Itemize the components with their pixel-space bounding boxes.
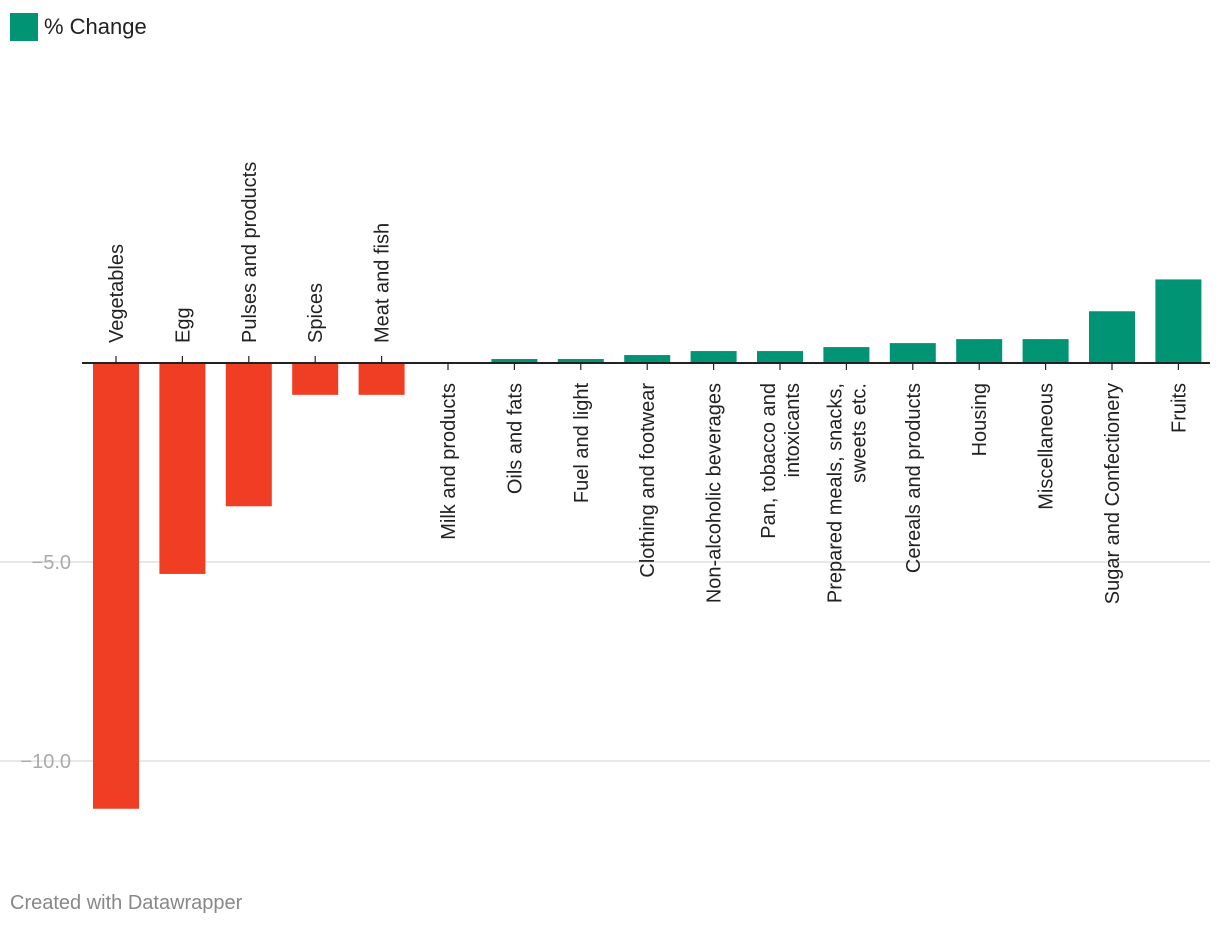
bar: [1089, 311, 1135, 363]
category-label: Fruits: [1168, 383, 1190, 433]
bar: [956, 339, 1003, 363]
category-label: Pan, tobacco and intoxicants: [758, 383, 804, 539]
category-label: Pulses and products: [239, 162, 261, 343]
category-label-line: Meat and fish: [372, 223, 394, 343]
category-label-line: Pulses and products: [239, 162, 261, 343]
bar: [889, 343, 936, 363]
bars: [93, 279, 1202, 809]
category-label-line: Milk and products: [438, 383, 460, 540]
category-label-line: Clothing and footwear: [637, 383, 659, 578]
category-label: Cereals and products: [903, 383, 925, 573]
bar: [358, 363, 405, 395]
category-label-line: Fruits: [1168, 383, 1190, 433]
category-label: Oils and fats: [504, 383, 526, 494]
category-label-line: Prepared meals, snacks,: [824, 383, 846, 603]
category-label-line: Cereals and products: [903, 383, 925, 573]
legend-swatch: [10, 13, 38, 41]
category-label: Miscellaneous: [1036, 383, 1058, 510]
bar: [93, 363, 139, 809]
category-label: Housing: [969, 383, 991, 456]
category-label: Vegetables: [106, 244, 128, 343]
bar: [1022, 339, 1069, 363]
category-label: Prepared meals, snacks, sweets etc.: [824, 383, 870, 603]
category-label-line: Spices: [305, 283, 327, 343]
category-labels: Vegetables Egg Pulses and products Spices Me…: [106, 162, 1190, 604]
category-label: Milk and products: [438, 383, 460, 540]
category-label: Meat and fish: [372, 223, 394, 343]
category-label-line: intoxicants: [782, 383, 804, 478]
bar: [159, 363, 206, 574]
bar: [557, 359, 604, 363]
bar: [1155, 279, 1202, 363]
category-label-line: Housing: [969, 383, 991, 456]
bar: [690, 351, 737, 363]
y-tick-label: −10.0: [20, 751, 71, 773]
gridlines: −5.0 −10.0: [0, 552, 1210, 773]
y-tick-label: −5.0: [32, 552, 71, 574]
category-label-line: Pan, tobacco and: [758, 383, 780, 539]
category-label-line: Miscellaneous: [1036, 383, 1058, 510]
legend: % Change: [10, 13, 147, 41]
category-label: Clothing and footwear: [637, 383, 659, 578]
category-label-line: sweets etc.: [848, 383, 870, 483]
bar: [757, 351, 803, 363]
category-label-line: Egg: [172, 307, 194, 343]
category-label: Sugar and Confectionery: [1102, 383, 1124, 604]
bar: [491, 359, 538, 363]
category-label: Spices: [305, 283, 327, 343]
category-label-line: Sugar and Confectionery: [1102, 383, 1124, 604]
category-label-line: Oils and fats: [504, 383, 526, 494]
category-label: Egg: [172, 307, 194, 343]
category-label-line: Vegetables: [106, 244, 128, 343]
bar: [823, 347, 870, 363]
legend-label: % Change: [44, 14, 147, 39]
bar: [624, 355, 671, 363]
category-label-line: Fuel and light: [571, 383, 593, 504]
zero-axis: [82, 356, 1210, 370]
bar: [292, 363, 339, 395]
credit-footer: Created with Datawrapper: [10, 892, 243, 914]
category-label: Fuel and light: [571, 383, 593, 504]
category-label-line: Non-alcoholic beverages: [704, 383, 726, 603]
category-label: Non-alcoholic beverages: [704, 383, 726, 603]
bar: [225, 363, 272, 507]
